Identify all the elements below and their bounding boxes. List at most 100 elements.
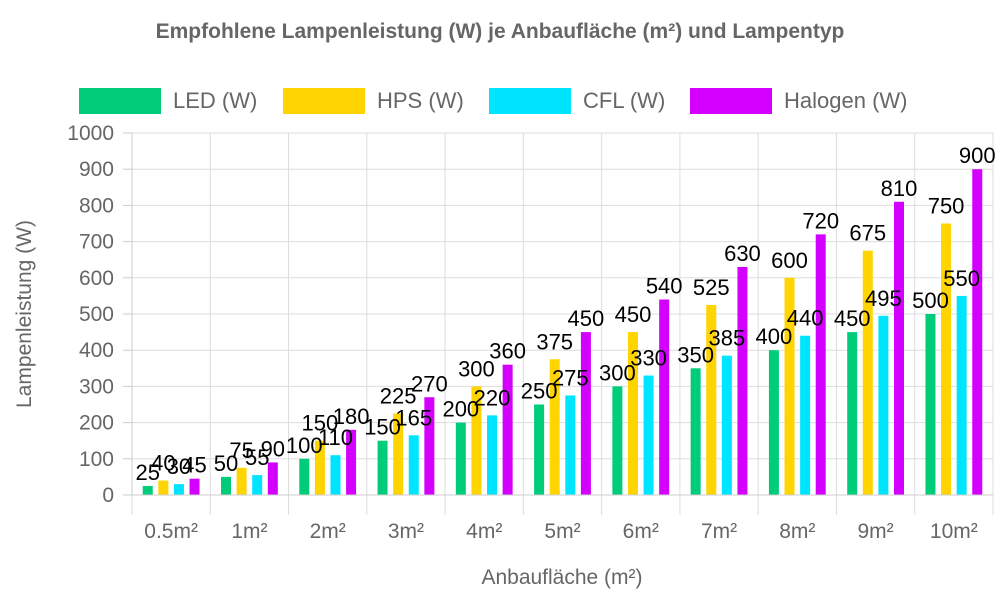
x-tick-label: 5m²: [544, 520, 580, 543]
data-label-0-8: 400: [756, 324, 793, 349]
bar-0-7[interactable]: [690, 368, 701, 495]
x-tick-label: 4m²: [466, 520, 502, 543]
bar-1-10[interactable]: [941, 223, 952, 496]
bar-1-2[interactable]: [314, 440, 325, 495]
bar-2-8[interactable]: [800, 335, 811, 495]
data-label-2-10: 550: [943, 266, 980, 291]
data-labels: 25 50100150200250300350400450500407515022…: [135, 143, 995, 485]
bar-1-0[interactable]: [158, 480, 169, 495]
data-label-1-3: 225: [380, 384, 417, 409]
bar-2-3[interactable]: [408, 435, 419, 495]
bar-1-6[interactable]: [627, 332, 638, 495]
data-label-1-6: 450: [615, 302, 652, 327]
x-axis-title: Anbaufläche (m²): [481, 566, 642, 589]
data-label-2-2: 110: [318, 425, 353, 450]
bar-2-2[interactable]: [330, 455, 341, 495]
x-tick-label: 2m²: [310, 520, 346, 543]
legend-swatch-hps: [283, 88, 365, 114]
x-tick-label: 10m²: [930, 520, 978, 543]
data-label-2-7: 385: [708, 326, 745, 351]
bar-3-8[interactable]: [815, 234, 826, 496]
bar-1-5[interactable]: [549, 359, 560, 495]
bar-3-0[interactable]: [189, 478, 200, 495]
bar-3-1[interactable]: [267, 462, 278, 495]
y-tick-label: 500: [79, 303, 114, 326]
axes: 0 100 200 300 400 500 600 700 800 900 1000 0.5m² 1m²…: [67, 122, 993, 543]
x-tick-label: 0.5m²: [144, 520, 198, 543]
data-label-2-1: 55: [245, 445, 269, 470]
data-label-1-5: 375: [536, 329, 573, 354]
bar-2-0[interactable]: [173, 484, 184, 495]
legend-item-halogen[interactable]: Halogen (W): [690, 86, 907, 116]
data-label-1-1: 75: [229, 438, 253, 463]
y-tick-label: 900: [79, 158, 114, 181]
bar-3-9[interactable]: [893, 201, 904, 495]
data-label-0-2: 100: [286, 433, 323, 458]
data-label-2-5: 275: [552, 365, 589, 390]
data-label-3-7: 630: [724, 241, 761, 266]
bar-3-10[interactable]: [972, 169, 983, 495]
bar-0-3[interactable]: [377, 440, 388, 495]
bar-1-4[interactable]: [471, 386, 482, 495]
data-label-3-2: 180: [333, 404, 370, 429]
bar-1-9[interactable]: [862, 250, 873, 495]
legend-item-cfl[interactable]: CFL (W): [489, 86, 665, 116]
data-label-2-9: 495: [865, 286, 902, 311]
bar-2-4[interactable]: [487, 415, 498, 495]
bar-0-4[interactable]: [455, 422, 466, 495]
data-label-0-10: 500: [912, 288, 949, 313]
bar-0-0[interactable]: [142, 485, 153, 495]
bar-1-8[interactable]: [784, 277, 795, 495]
bar-3-7[interactable]: [737, 266, 748, 495]
legend: LED (W) HPS (W) CFL (W) Halogen (W): [0, 86, 1000, 116]
bar-0-8[interactable]: [768, 350, 779, 495]
data-label-3-10: 900: [959, 143, 996, 168]
y-tick-label: 800: [79, 194, 114, 217]
bar-0-1[interactable]: [221, 476, 232, 495]
data-label-0-5: 250: [521, 379, 558, 404]
bar-0-5[interactable]: [534, 404, 545, 496]
bar-2-6[interactable]: [643, 375, 654, 495]
bar-1-1[interactable]: [236, 467, 247, 495]
data-label-2-8: 440: [787, 306, 824, 331]
data-label-3-8: 720: [802, 208, 839, 233]
legend-swatch-halogen: [690, 88, 772, 114]
bar-3-5[interactable]: [580, 332, 591, 495]
y-tick-label: 600: [79, 267, 114, 290]
bars: [142, 169, 983, 496]
x-tick-label: 1m²: [231, 520, 267, 543]
x-tick-label: 8m²: [779, 520, 815, 543]
data-label-1-4: 300: [458, 356, 495, 381]
bar-2-9[interactable]: [878, 315, 889, 495]
bar-1-7[interactable]: [706, 304, 717, 495]
bar-3-6[interactable]: [659, 299, 670, 495]
y-tick-label: 200: [79, 412, 114, 435]
bar-0-2[interactable]: [299, 458, 310, 495]
data-label-0-6: 300: [599, 360, 636, 385]
bar-0-10[interactable]: [925, 314, 936, 495]
bar-2-10[interactable]: [956, 295, 967, 495]
data-label-3-1: 90: [261, 436, 285, 461]
data-label-2-4: 220: [474, 385, 511, 410]
bar-0-6[interactable]: [612, 386, 623, 495]
data-label-2-6: 330: [630, 346, 667, 371]
bar-3-2[interactable]: [346, 429, 357, 495]
bar-3-4[interactable]: [502, 364, 513, 495]
legend-item-hps[interactable]: HPS (W): [283, 86, 464, 116]
data-label-0-9: 450: [834, 306, 871, 331]
data-label-2-3: 165: [395, 405, 432, 430]
data-label-3-9: 810: [881, 176, 918, 201]
data-label-0-7: 350: [677, 342, 714, 367]
bar-2-1[interactable]: [252, 475, 263, 495]
y-tick-label: 300: [79, 375, 114, 398]
bar-3-3[interactable]: [424, 397, 435, 495]
bar-0-9[interactable]: [847, 332, 858, 495]
bar-1-3[interactable]: [393, 413, 404, 495]
bar-2-7[interactable]: [721, 355, 732, 495]
data-label-3-4: 360: [489, 339, 526, 364]
bar-2-5[interactable]: [565, 395, 576, 495]
data-label-3-0: 45: [182, 453, 206, 478]
x-tick-label: 9m²: [858, 520, 894, 543]
legend-item-led[interactable]: LED (W): [79, 86, 257, 116]
